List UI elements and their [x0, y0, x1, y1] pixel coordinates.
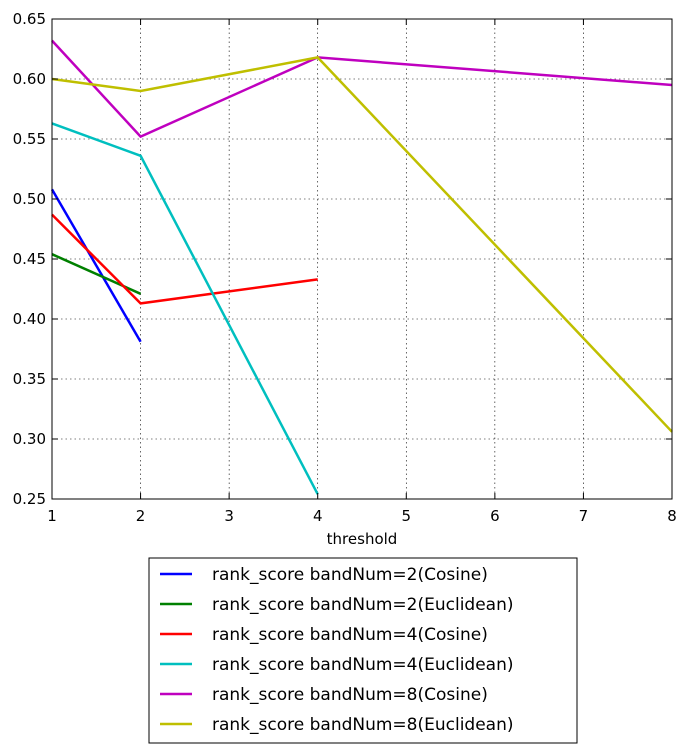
x-tick-label: 8 [667, 507, 677, 525]
legend-label: rank_score bandNum=8(Euclidean) [212, 715, 514, 735]
y-tick-label: 0.55 [13, 130, 46, 148]
series-line-3 [51, 213, 318, 305]
y-tick-label: 0.45 [13, 250, 46, 268]
y-tick-label: 0.65 [13, 10, 46, 28]
series-line-4 [51, 122, 319, 495]
x-tick-label: 5 [402, 507, 412, 525]
legend-label: rank_score bandNum=2(Cosine) [212, 565, 488, 585]
y-tick-label: 0.60 [13, 70, 46, 88]
x-axis-title: threshold [327, 530, 398, 548]
legend-box [148, 557, 578, 744]
x-tick-label: 4 [313, 507, 323, 525]
series-line-5 [51, 39, 673, 139]
legend-label: rank_score bandNum=2(Euclidean) [212, 595, 514, 615]
legend-label: rank_score bandNum=8(Cosine) [212, 685, 488, 705]
legend: rank_score bandNum=2(Cosine) rank_score b… [148, 557, 578, 744]
axis-ticks: 1 2 3 4 5 6 7 8 0.25 0.30 0.35 0.40 0.45 0.50 0.55 0.60… [13, 10, 677, 525]
y-tick-label: 0.35 [13, 370, 46, 388]
legend-label: rank_score bandNum=4(Cosine) [212, 625, 488, 645]
x-tick-label: 2 [136, 507, 146, 525]
legend-label: rank_score bandNum=4(Euclidean) [212, 655, 514, 675]
plot-background [52, 19, 672, 499]
y-tick-label: 0.25 [13, 490, 46, 508]
y-tick-label: 0.30 [13, 430, 46, 448]
x-tick-label: 1 [47, 507, 57, 525]
x-tick-label: 3 [224, 507, 234, 525]
x-tick-label: 6 [490, 507, 500, 525]
x-tick-label: 7 [579, 507, 589, 525]
series-lines [50, 39, 673, 495]
y-tick-label: 0.40 [13, 310, 46, 328]
series-line-1 [50, 188, 142, 343]
y-tick-label: 0.50 [13, 190, 46, 208]
series-line-6 [51, 56, 673, 433]
